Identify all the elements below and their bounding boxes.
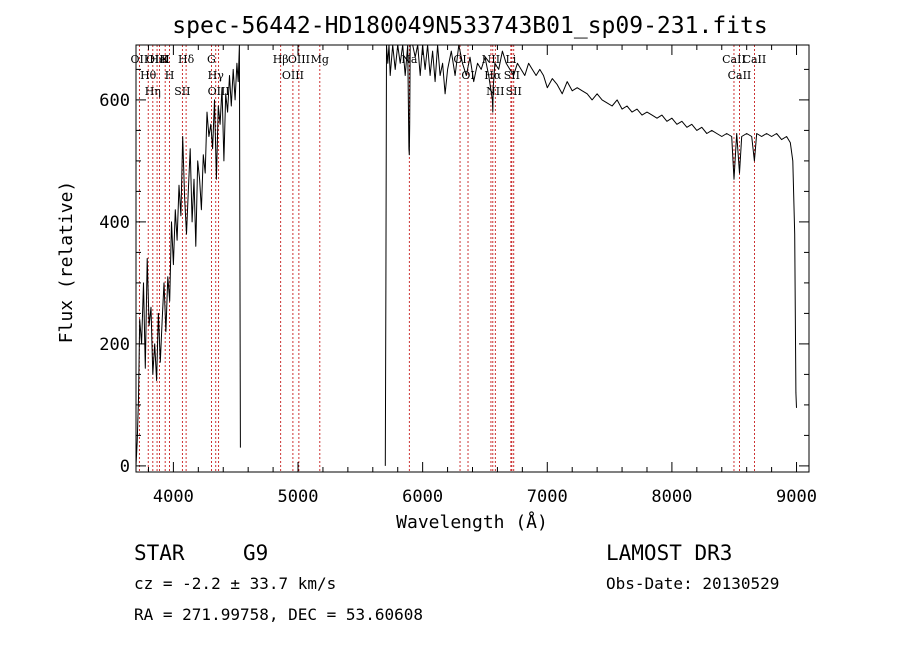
flux-series-segment-1 [135,44,241,466]
line-label-caii: CaII [722,53,746,66]
line-label-oi: OI [453,53,466,66]
x-tick-label-6000: 6000 [402,487,443,507]
line-label-hβ: Hβ [273,53,289,66]
obs-date: Obs-Date: 20130529 [606,574,779,593]
flux-series-group [135,44,797,466]
x-tick-label-4000: 4000 [153,487,194,507]
y-tick-label-400: 400 [99,213,130,233]
axis-tick-labels: 4000 5000 6000 7000 8000 9000 0 200 400 600 [99,91,817,507]
y-tick-label-600: 600 [99,91,130,111]
line-label-sii: SII [504,69,520,82]
survey-name: LAMOST DR3 [606,541,732,565]
line-label-hei: HeI [149,53,169,66]
line-label-hδ: Hδ [178,53,195,66]
x-tick-label-9000: 9000 [776,487,817,507]
line-label-caii: CaII [743,53,767,66]
line-label-h: H [165,69,175,82]
line-label-sii: SII [174,85,190,98]
line-label-hθ: Hθ [140,69,157,82]
line-label-oiii: OIII [288,53,310,66]
line-label-hγ: Hγ [208,69,225,82]
line-label-hη: Hη [145,85,161,98]
spectral-line-markers [138,45,755,472]
object-subclass: G9 [243,541,268,565]
x-tick-label-8000: 8000 [651,487,692,507]
line-label-oii: OII [131,53,149,66]
coordinates: RA = 271.99758, DEC = 53.60608 [134,605,423,624]
line-label-sii: SII [506,85,522,98]
redshift-cz: cz = -2.2 ± 33.7 km/s [134,574,336,593]
x-tick-label-7000: 7000 [527,487,568,507]
object-type: STAR [134,541,185,565]
x-axis-label: Wavelength (Å) [396,511,548,533]
x-tick-label-5000: 5000 [278,487,319,507]
line-label-oiii: OIII [208,85,230,98]
y-tick-label-200: 200 [99,335,130,355]
line-label-na: Na [401,53,418,66]
chart-title: spec-56442-HD180049N533743B01_sp09-231.f… [172,13,767,39]
axis-ticks [136,45,809,472]
plot-frame [135,44,810,473]
line-label-k: K [161,53,170,66]
line-label-hα: Hα [484,69,502,82]
line-label-oiii: OIII [282,69,304,82]
y-tick-label-0: 0 [120,457,130,477]
line-label-nii: NII [486,85,504,98]
line-label-mg: Mg [311,53,329,66]
line-label-oiii: OIII [146,53,168,66]
y-axis-label: Flux (relative) [56,181,77,344]
line-label-oi: OI [461,69,474,82]
line-label-caii: CaII [728,69,752,82]
line-label-li: Li [505,53,516,66]
line-label-g: G [207,53,216,66]
flux-series-segment-2 [384,44,797,466]
